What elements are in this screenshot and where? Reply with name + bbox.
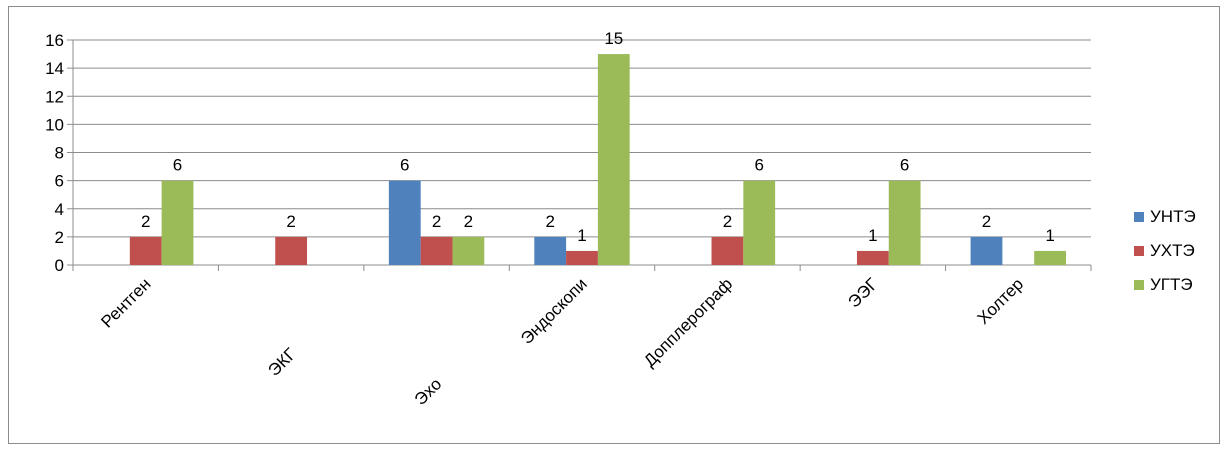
y-tick-label-0: 0 xyxy=(55,256,64,275)
x-tick-label-0: Рентген xyxy=(97,274,154,331)
x-tick-label-6: Холтер xyxy=(974,274,1027,327)
data-label-1-4: 2 xyxy=(723,212,732,231)
bar-0-3 xyxy=(534,236,567,265)
bar-2-6 xyxy=(1034,250,1066,265)
bar-1-4 xyxy=(711,236,744,265)
y-tick-label-4: 8 xyxy=(55,144,64,163)
data-label-1-2: 2 xyxy=(432,212,441,231)
x-tick-label-3: Эндоскопи xyxy=(517,274,591,348)
bar-2-4 xyxy=(743,180,776,265)
data-label-2-6: 1 xyxy=(1045,226,1054,245)
x-tick-label-4: Допплерограф xyxy=(640,274,736,370)
data-label-1-3: 1 xyxy=(577,226,586,245)
legend-swatch-0 xyxy=(1134,212,1144,222)
legend-label-0: УНТЭ xyxy=(1150,207,1196,226)
data-label-0-3: 2 xyxy=(545,212,554,231)
x-tick-label-2: Эхо xyxy=(411,374,446,409)
bar-1-1 xyxy=(275,236,308,265)
y-tick-label-1: 2 xyxy=(55,228,64,247)
chart-legend: УНТЭ УХТЭ УГТЭ xyxy=(1134,200,1196,302)
data-label-1-0: 2 xyxy=(141,212,150,231)
bar-0-6 xyxy=(970,236,1003,265)
data-label-2-4: 6 xyxy=(754,156,763,175)
bar-2-3 xyxy=(597,54,630,265)
bar-2-2 xyxy=(452,236,485,265)
legend-label-1: УХТЭ xyxy=(1150,241,1195,260)
bar-1-0 xyxy=(129,236,162,265)
data-label-2-5: 6 xyxy=(900,156,909,175)
legend-swatch-2 xyxy=(1134,280,1144,290)
y-tick-label-7: 14 xyxy=(45,59,64,78)
legend-swatch-1 xyxy=(1134,246,1144,256)
bar-1-2 xyxy=(420,236,453,265)
data-label-2-3: 15 xyxy=(604,29,623,48)
data-label-1-5: 1 xyxy=(868,226,877,245)
bar-0-2 xyxy=(388,180,421,265)
bar-2-0 xyxy=(161,180,194,265)
y-tick-label-6: 12 xyxy=(45,87,64,106)
x-tick-label-1: ЭКГ xyxy=(264,344,300,380)
legend-item-2: УГТЭ xyxy=(1134,268,1196,302)
y-tick-label-2: 4 xyxy=(55,200,64,219)
x-tick-label-5: ЭЭГ xyxy=(844,274,881,311)
data-label-2-2: 2 xyxy=(464,212,473,231)
bar-2-5 xyxy=(888,180,921,265)
legend-item-0: УНТЭ xyxy=(1134,200,1196,234)
y-tick-label-3: 6 xyxy=(55,172,64,191)
data-label-0-2: 6 xyxy=(400,156,409,175)
data-label-1-1: 2 xyxy=(286,212,295,231)
y-tick-label-8: 16 xyxy=(45,31,64,50)
data-label-0-6: 2 xyxy=(982,212,991,231)
legend-label-2: УГТЭ xyxy=(1150,275,1193,294)
bar-1-5 xyxy=(856,250,889,265)
y-tick-label-5: 10 xyxy=(45,115,64,134)
bar-1-3 xyxy=(566,250,598,265)
legend-item-1: УХТЭ xyxy=(1134,234,1196,268)
data-label-2-0: 6 xyxy=(173,156,182,175)
